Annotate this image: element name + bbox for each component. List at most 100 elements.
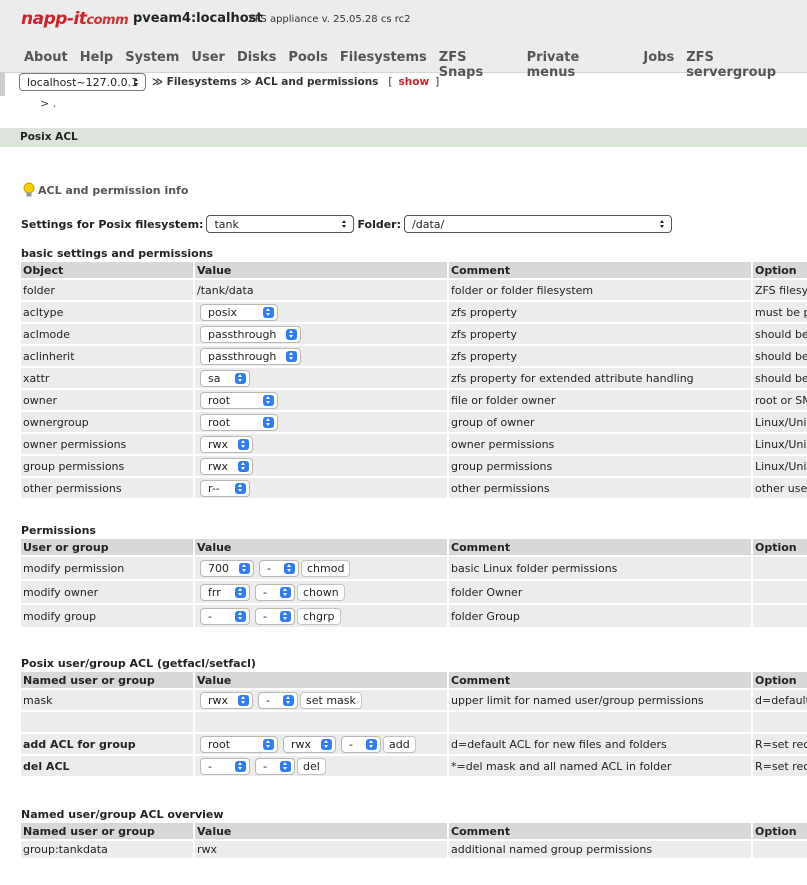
menu-item[interactable]: About <box>24 50 68 65</box>
button[interactable]: del <box>297 757 326 775</box>
button[interactable]: set mask <box>300 691 362 709</box>
cell: xattr <box>21 368 193 388</box>
select-arrow <box>263 738 274 750</box>
select[interactable]: - <box>258 691 299 709</box>
table-row: del ACL - - del *=del mask and all named ACL… <box>21 756 807 776</box>
cell: group of owner <box>449 412 751 432</box>
select[interactable]: rwx <box>200 691 254 709</box>
control-cell: posix <box>195 302 447 322</box>
empty-cell <box>753 581 807 603</box>
control-cell: sa <box>195 368 447 388</box>
select[interactable]: - <box>255 607 295 625</box>
select[interactable]: sa <box>200 369 250 387</box>
cell: should be <box>753 324 807 344</box>
select[interactable]: - <box>255 757 295 775</box>
select[interactable]: - <box>341 735 382 753</box>
filesystem-select[interactable]: tank <box>206 215 355 233</box>
header-cell: Option <box>753 262 807 278</box>
select-arrow <box>286 350 298 362</box>
select[interactable]: passthrough <box>200 325 302 343</box>
folder-select[interactable]: /data/ <box>404 215 673 233</box>
select-value: 700 <box>208 561 229 575</box>
cell: folder <box>21 280 193 300</box>
cell: acltype <box>21 302 193 322</box>
button[interactable]: chown <box>297 583 345 601</box>
folder-label: Folder: <box>357 217 402 231</box>
select-value: - <box>263 609 267 623</box>
select-value: - <box>208 759 212 773</box>
info-link[interactable]: ACL and permission info <box>22 182 188 198</box>
menu-item[interactable]: Jobs <box>643 50 675 65</box>
select[interactable]: frr <box>200 583 250 601</box>
menu-item[interactable]: System <box>125 50 180 65</box>
cell: zfs property <box>449 302 751 322</box>
table-row: folder/tank/data folder or folder filesys… <box>21 280 807 300</box>
table-title: Named user/group ACL overview <box>21 808 224 821</box>
table-row: aclinherit passthrough zfs property should … <box>21 346 807 366</box>
menu-item[interactable]: Private menus <box>526 50 580 80</box>
table-section: Posix user/group ACL (getfacl/setfacl) Na… <box>21 657 807 778</box>
select[interactable]: rwx <box>200 457 254 475</box>
cell: Linux/Unix <box>753 434 807 454</box>
menu-item[interactable]: ZFS servergroup <box>686 50 777 80</box>
select[interactable]: root <box>200 391 278 409</box>
control-cell: root <box>195 412 447 432</box>
empty-cell <box>21 712 193 732</box>
host-select[interactable]: localhost~127.0.0.1 <box>19 73 146 91</box>
menu-item[interactable]: Disks <box>236 50 277 65</box>
cell: modify permission <box>21 557 193 579</box>
table-row: xattr sa zfs property for extended attribu… <box>21 368 807 388</box>
select-arrow <box>131 76 142 87</box>
table-row: group permissions rwx group permissions Lin… <box>21 456 807 476</box>
select[interactable]: rwx <box>283 735 337 753</box>
show-link[interactable]: show <box>398 76 430 88</box>
select[interactable]: - <box>200 757 250 775</box>
menu-item[interactable]: ZFS Snaps <box>438 50 484 80</box>
button[interactable]: chmod <box>301 559 351 577</box>
cell: zfs property for extended attribute hand… <box>449 368 751 388</box>
menu-item[interactable]: User <box>191 50 225 65</box>
select[interactable]: r-- <box>200 479 250 497</box>
cell: /tank/data <box>195 280 447 300</box>
cell: mask <box>21 690 193 710</box>
header-cell: Value <box>195 672 447 688</box>
table-title: Posix user/group ACL (getfacl/setfacl) <box>21 657 256 670</box>
menu-item[interactable]: Filesystems <box>339 50 427 65</box>
select[interactable]: passthrough <box>200 347 302 365</box>
header-cell: Option <box>753 672 807 688</box>
select[interactable]: - <box>255 583 295 601</box>
select-arrow <box>263 394 274 406</box>
host-name: pveam4:localhost <box>133 11 263 26</box>
host-select-value: localhost~127.0.0.1 <box>27 75 139 89</box>
select[interactable]: 700 <box>200 559 254 577</box>
empty-cell <box>753 557 807 579</box>
select-arrow <box>263 416 274 428</box>
table-row: add ACL for group root rwx - add d=default AC… <box>21 734 807 754</box>
select[interactable]: - <box>259 559 299 577</box>
button[interactable]: add <box>383 735 416 753</box>
button[interactable]: chgrp <box>297 607 341 625</box>
select-value: - <box>208 609 212 623</box>
select[interactable]: - <box>200 607 250 625</box>
empty-cell <box>753 712 807 732</box>
select-value: - <box>263 759 267 773</box>
select[interactable]: rwx <box>200 435 254 453</box>
settings-label: Settings for Posix filesystem: <box>21 217 204 231</box>
section-bar: Posix ACL <box>0 128 807 147</box>
select[interactable]: root <box>200 735 278 753</box>
select-arrow <box>239 562 250 574</box>
cell: zfs property <box>449 346 751 366</box>
select[interactable]: posix <box>200 303 278 321</box>
header-cell: Named user or group <box>21 672 193 688</box>
cell: other user <box>753 478 807 498</box>
menu-item[interactable]: Help <box>79 50 114 65</box>
menu-item[interactable]: Pools <box>288 50 328 65</box>
select[interactable]: root <box>200 413 278 431</box>
cell: other permissions <box>21 478 193 498</box>
logo[interactable]: napp-itcomm <box>21 9 129 29</box>
cell: ownergroup <box>21 412 193 432</box>
select-value: sa <box>208 371 221 385</box>
control-cell: r-- <box>195 478 447 498</box>
select-arrow <box>280 760 291 772</box>
cell: del ACL <box>21 756 193 776</box>
